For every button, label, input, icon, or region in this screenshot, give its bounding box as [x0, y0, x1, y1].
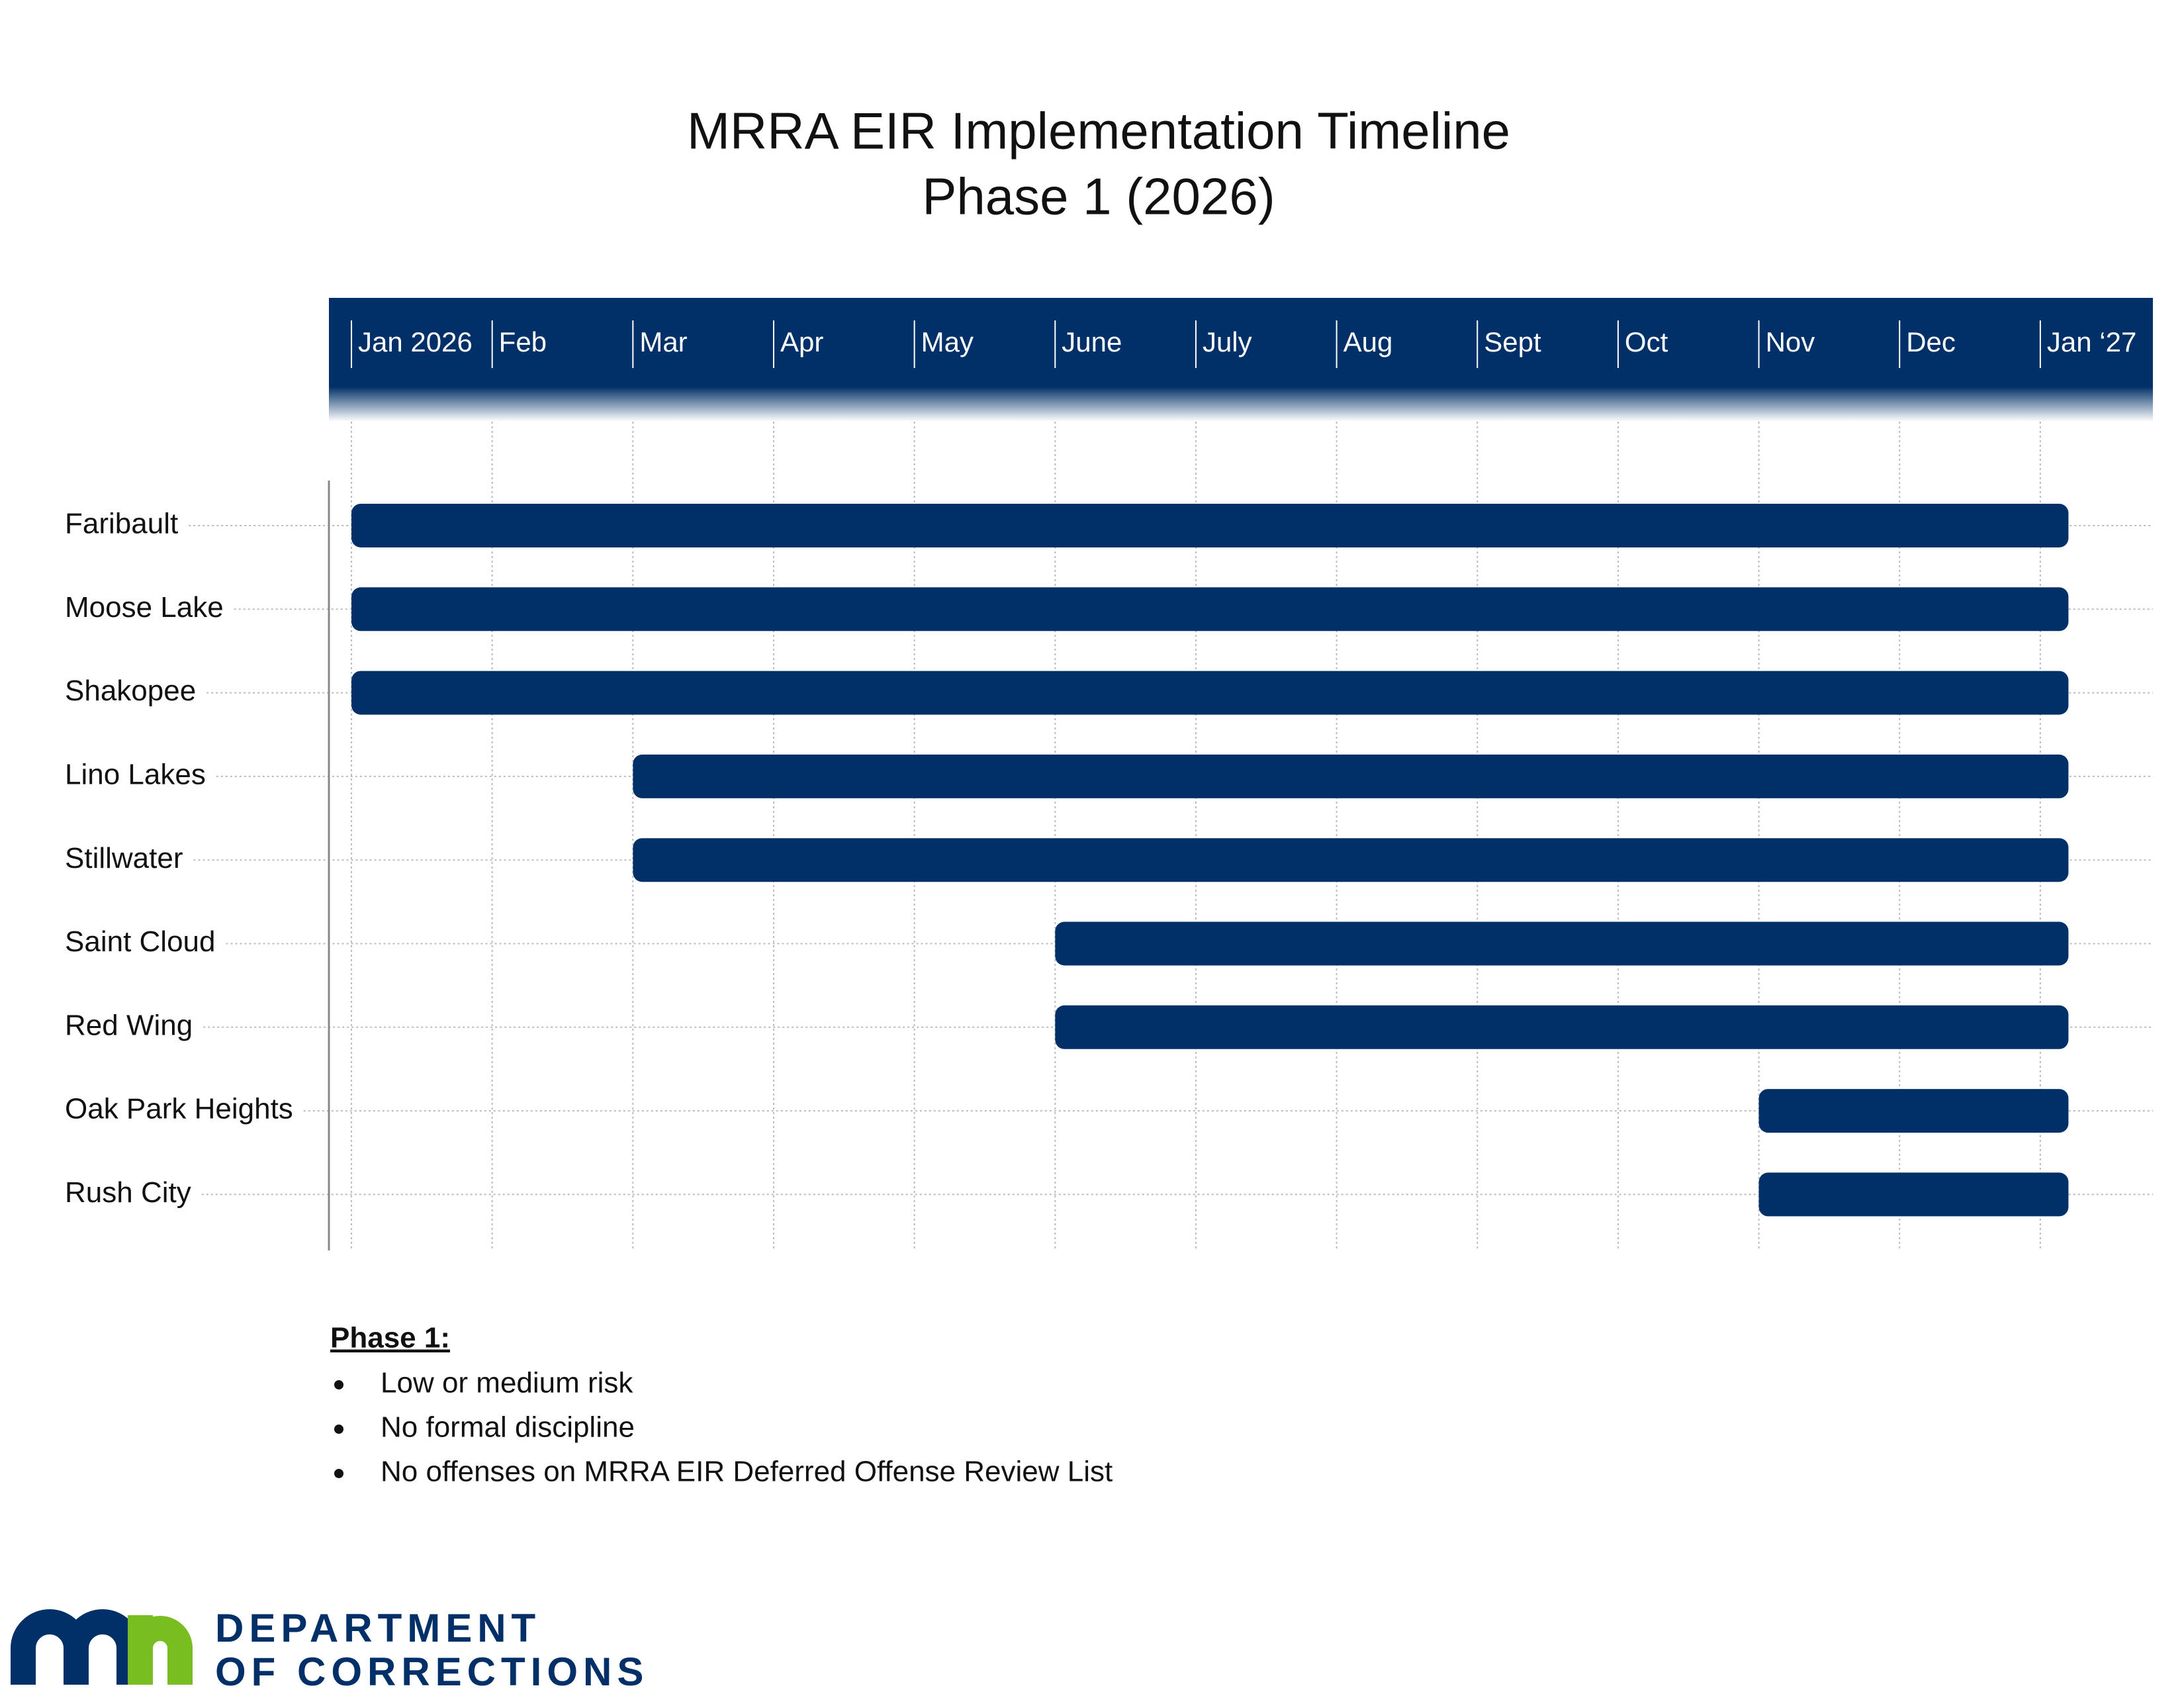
bar — [633, 754, 2069, 798]
bar — [1055, 921, 2069, 966]
x-tick-label: July — [1203, 326, 1252, 357]
bar — [351, 587, 2069, 632]
notes-list: Low or medium risk No formal discipline No… — [334, 1367, 1113, 1488]
logo-m — [11, 1609, 142, 1685]
y-tick-label: Shakopee — [65, 675, 196, 707]
x-tick-label: Apr — [780, 326, 823, 357]
bullet — [334, 1425, 343, 1434]
y-tick-label: Saint Cloud — [65, 925, 215, 958]
x-tick-label: June — [1062, 326, 1122, 357]
header-fade — [329, 387, 2153, 422]
x-tick-label: Dec — [1906, 326, 1956, 357]
bar — [633, 838, 2069, 882]
x-tick-label: Jan ‘27 — [2047, 326, 2136, 357]
y-tick-label: Stillwater — [65, 842, 183, 874]
bar — [1758, 1089, 2069, 1133]
note-item: No offenses on MRRA EIR Deferred Offense… — [381, 1456, 1113, 1488]
bullet — [334, 1469, 343, 1478]
logo-n — [128, 1615, 193, 1685]
y-tick-label: Moose Lake — [65, 591, 224, 624]
bar — [351, 504, 2069, 547]
logo-line2: OF CORRECTIONS — [215, 1650, 649, 1688]
bar — [1758, 1172, 2069, 1217]
chart-title: MRRA EIR Implementation Timeline — [687, 102, 1510, 160]
bar — [1055, 1005, 2069, 1049]
x-tick-label: Aug — [1343, 326, 1393, 357]
y-tick-label: Rush City — [65, 1176, 191, 1209]
y-tick-label: Oak Park Heights — [65, 1093, 293, 1125]
x-tick-label: Mar — [639, 326, 687, 357]
y-tick-label: Lino Lakes — [65, 759, 206, 791]
note-item: No formal discipline — [381, 1411, 635, 1444]
x-tick-label: Nov — [1766, 326, 1815, 357]
logo-line1: DEPARTMENT — [215, 1606, 541, 1650]
x-tick-label: Oct — [1625, 326, 1668, 357]
note-item: Low or medium risk — [381, 1367, 633, 1399]
y-tick-label: Red Wing — [65, 1009, 193, 1041]
bullet — [334, 1380, 343, 1389]
x-tick-label: Jan 2026 — [358, 326, 473, 357]
chart-subtitle: Phase 1 (2026) — [922, 167, 1275, 226]
y-tick-label: Faribault — [65, 508, 178, 540]
notes-heading: Phase 1: — [330, 1322, 450, 1354]
bar — [351, 671, 2069, 715]
x-tick-label: Sept — [1484, 326, 1541, 357]
logo: DEPARTMENT OF CORRECTIONS — [11, 1606, 649, 1688]
x-tick-label: May — [921, 326, 974, 357]
x-tick-label: Feb — [499, 326, 547, 357]
